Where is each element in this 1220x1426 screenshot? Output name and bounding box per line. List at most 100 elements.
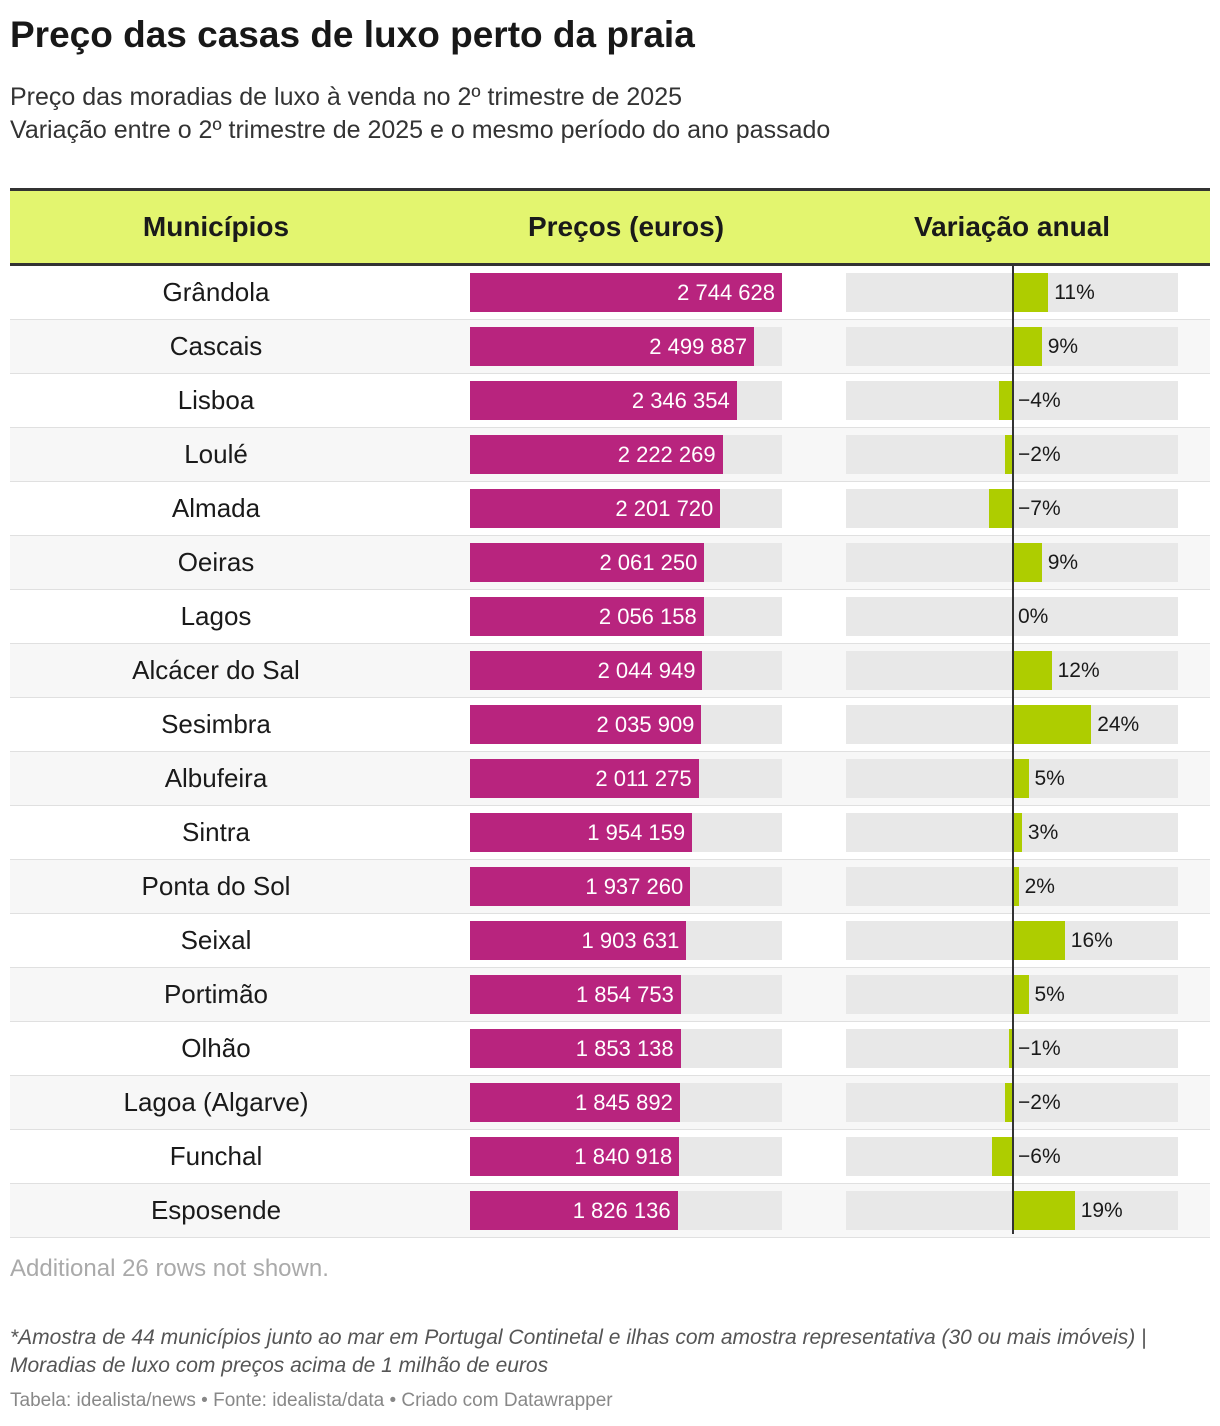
price-bar-track: 1 826 136 xyxy=(470,1191,782,1230)
price-value-label: 2 346 354 xyxy=(631,388,730,413)
price-value-label: 1 954 159 xyxy=(587,820,686,845)
column-header-variacao[interactable]: Variação anual xyxy=(913,211,1111,242)
municipio-cell: Lisboa xyxy=(177,385,255,415)
variation-value-label: 12% xyxy=(1057,659,1100,682)
price-bar-track: 2 346 354 xyxy=(470,381,782,420)
price-bar: 1 826 136 xyxy=(470,1191,678,1230)
variation-value-label: 11% xyxy=(1054,281,1095,304)
variation-bar xyxy=(1012,867,1019,906)
price-value-label: 2 061 250 xyxy=(599,550,698,575)
variation-bar xyxy=(1012,651,1052,690)
municipio-cell: Alcácer do Sal xyxy=(132,655,300,685)
price-bar: 1 937 260 xyxy=(470,867,691,906)
variation-value-label: 2% xyxy=(1024,875,1055,898)
variation-value-label: 9% xyxy=(1047,335,1079,358)
variation-value-label: 5% xyxy=(1034,983,1065,1006)
price-bar: 1 853 138 xyxy=(470,1029,681,1068)
table-row: Portimão 1 854 753 5% xyxy=(10,968,1210,1022)
variation-bar xyxy=(1012,759,1029,798)
price-bar: 2 044 949 xyxy=(470,651,703,690)
municipio-cell: Loulé xyxy=(184,439,248,469)
variation-value-label: −2% xyxy=(1018,1091,1061,1114)
price-value-label: 1 853 138 xyxy=(575,1036,674,1061)
table-row: Lagoa (Algarve) 1 845 892 −2% xyxy=(10,1076,1210,1130)
municipio-cell: Esposende xyxy=(150,1195,282,1225)
price-bar-track: 1 840 918 xyxy=(470,1137,782,1176)
column-header-municipios[interactable]: Municípios xyxy=(142,211,290,242)
column-header-precos[interactable]: Preços (euros) xyxy=(527,211,725,242)
table-row: Loulé 2 222 269 −2% xyxy=(10,428,1210,482)
price-value-label: 2 201 720 xyxy=(615,496,714,521)
table-row: Lagos 2 056 158 0% xyxy=(10,590,1210,644)
table-row: Sesimbra 2 035 909 24% xyxy=(10,698,1210,752)
table-row: Ponta do Sol 1 937 260 2% xyxy=(10,860,1210,914)
variation-bar xyxy=(998,381,1012,420)
price-value-label: 2 035 909 xyxy=(596,712,695,737)
municipio-cell: Portimão xyxy=(163,979,269,1009)
price-bar-track: 1 845 892 xyxy=(470,1083,782,1122)
price-bar: 2 011 275 xyxy=(470,759,699,798)
chart-subtitle-line-2: Variação entre o 2º trimestre de 2025 e … xyxy=(10,116,831,144)
price-bar-track: 2 056 158 xyxy=(470,597,782,636)
variation-value-label: 24% xyxy=(1097,713,1140,736)
variation-bar xyxy=(1012,327,1042,366)
price-bar: 2 035 909 xyxy=(470,705,702,744)
table-row: Cascais 2 499 887 9% xyxy=(10,320,1210,374)
variation-value-label: −7% xyxy=(1018,497,1061,520)
price-bar-track: 1 854 753 xyxy=(470,975,782,1014)
chart-subtitle-line-1: Preço das moradias de luxo à venda no 2º… xyxy=(10,83,683,111)
table-row: Seixal 1 903 631 16% xyxy=(10,914,1210,968)
price-bar: 2 061 250 xyxy=(470,543,705,582)
table-row: Lisboa 2 346 354 −4% xyxy=(10,374,1210,428)
variation-bar xyxy=(1005,435,1012,474)
table-row: Grândola 2 744 628 11% xyxy=(10,266,1210,320)
table-body: Grândola 2 744 628 11% Cascais 2 499 887 9% Li… xyxy=(10,266,1210,1238)
table-row: Sintra 1 954 159 3% xyxy=(10,806,1210,860)
price-bar: 2 201 720 xyxy=(470,489,721,528)
variation-value-label: −4% xyxy=(1018,389,1061,412)
source-credit: Tabela: idealista/news • Fonte: idealist… xyxy=(10,1390,613,1411)
municipio-cell: Cascais xyxy=(169,331,263,361)
table-row: Funchal 1 840 918 −6% xyxy=(10,1130,1210,1184)
price-bar-track: 2 201 720 xyxy=(470,489,782,528)
municipio-cell: Olhão xyxy=(181,1033,251,1063)
price-bar-track: 2 499 887 xyxy=(470,327,782,366)
chart-title: Preço das casas de luxo perto da praia xyxy=(10,14,695,55)
variation-bar xyxy=(1005,1083,1012,1122)
price-value-label: 1 840 918 xyxy=(574,1144,673,1169)
municipio-cell: Lagos xyxy=(180,601,252,631)
municipio-cell: Ponta do Sol xyxy=(141,871,291,901)
price-value-label: 1 937 260 xyxy=(585,874,684,899)
variation-value-label: −6% xyxy=(1018,1145,1061,1168)
table-header: Municípios Preços (euros) Variação anual xyxy=(10,188,1210,266)
price-bar: 2 499 887 xyxy=(470,327,755,366)
price-value-label: 2 011 275 xyxy=(595,766,692,791)
municipio-cell: Lagoa (Algarve) xyxy=(123,1087,309,1117)
variation-bar xyxy=(988,489,1012,528)
municipio-cell: Oeiras xyxy=(177,547,255,577)
price-value-label: 2 499 887 xyxy=(649,334,748,359)
price-bar: 2 744 628 xyxy=(470,273,782,312)
variation-bar xyxy=(1012,1191,1075,1230)
variation-bar xyxy=(1012,705,1092,744)
price-bar: 1 854 753 xyxy=(470,975,681,1014)
data-table: Municípios Preços (euros) Variação anual… xyxy=(10,188,1210,1238)
variation-value-label: 5% xyxy=(1034,767,1065,790)
price-bar-track: 2 061 250 xyxy=(470,543,782,582)
price-bar: 1 845 892 xyxy=(470,1083,680,1122)
table-row: Olhão 1 853 138 −1% xyxy=(10,1022,1210,1076)
price-bar-track: 2 044 949 xyxy=(470,651,782,690)
price-value-label: 1 903 631 xyxy=(581,928,680,953)
variation-bar xyxy=(1012,543,1042,582)
price-bar: 2 346 354 xyxy=(470,381,737,420)
municipio-cell: Funchal xyxy=(169,1141,263,1171)
variation-value-label: 3% xyxy=(1027,821,1059,844)
price-value-label: 2 056 158 xyxy=(598,604,697,629)
municipio-cell: Almada xyxy=(171,493,261,523)
price-bar-track: 1 954 159 xyxy=(470,813,782,852)
variation-value-label: 0% xyxy=(1018,605,1049,628)
variation-value-label: −2% xyxy=(1018,443,1061,466)
variation-value-label: 19% xyxy=(1080,1199,1123,1222)
price-value-label: 1 845 892 xyxy=(574,1090,673,1115)
price-bar-track: 1 937 260 xyxy=(470,867,782,906)
